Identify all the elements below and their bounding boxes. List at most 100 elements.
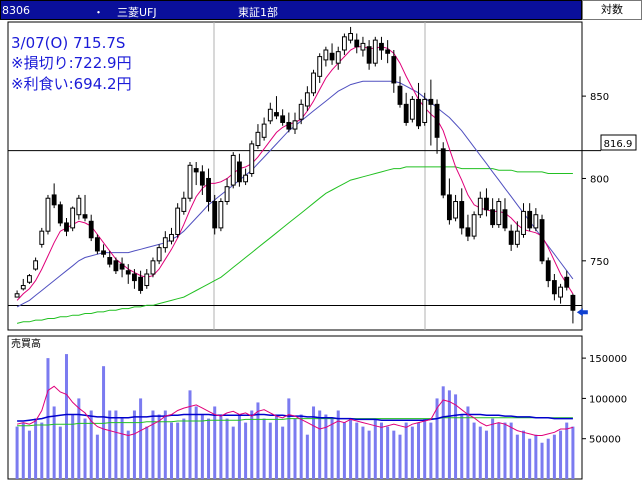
candle	[558, 283, 563, 304]
candle-body	[150, 260, 156, 275]
candle-body	[385, 49, 391, 54]
company-name: 三菱UFJ	[117, 6, 157, 19]
volume-bar	[571, 426, 575, 479]
volume-bar	[534, 434, 538, 479]
candle	[533, 208, 539, 232]
candle-body	[138, 276, 144, 291]
candle	[372, 36, 378, 67]
candle	[150, 257, 156, 278]
volume-bar	[281, 426, 285, 479]
volume-bar	[52, 406, 56, 479]
volume-bar	[559, 430, 563, 479]
candle	[107, 250, 113, 268]
candle-body	[230, 154, 236, 186]
candle	[88, 214, 94, 242]
volume-bar	[491, 418, 495, 479]
candle-body	[440, 148, 446, 196]
candle	[14, 290, 20, 298]
candle	[391, 50, 397, 93]
candle-body	[502, 209, 508, 229]
candle-body	[175, 207, 181, 235]
last-price-arrow-icon	[576, 308, 588, 317]
candle-body	[212, 201, 218, 229]
volume-bar	[460, 414, 464, 479]
candle-body	[224, 186, 230, 203]
candle-body	[496, 201, 502, 226]
candle-body	[76, 197, 82, 216]
candle-body	[39, 230, 45, 245]
candle-body	[125, 270, 131, 275]
market-name: 東証1部	[238, 6, 278, 19]
volume-bar	[528, 438, 532, 479]
volume-bar	[126, 430, 130, 479]
candle-body	[286, 121, 292, 130]
candle	[206, 168, 211, 212]
candle	[70, 206, 76, 232]
volume-bar	[472, 422, 476, 479]
candle-body	[267, 108, 273, 122]
candle	[113, 257, 119, 274]
volume-bar	[441, 386, 445, 479]
candle-body	[33, 260, 39, 270]
volume-bar	[466, 406, 470, 479]
volume-bars	[15, 354, 575, 479]
candle	[181, 191, 187, 215]
candle-body	[545, 260, 551, 282]
candle	[175, 203, 181, 238]
info-take-profit: ※利食い:694.2円	[11, 75, 132, 93]
candle	[409, 96, 415, 123]
candle	[224, 178, 230, 205]
volume-bar	[515, 434, 519, 479]
candle	[508, 224, 514, 251]
candle	[169, 227, 174, 245]
volume-bar	[324, 414, 328, 479]
candle	[551, 274, 557, 301]
price-tag-label: 816.9	[604, 139, 633, 150]
volume-bar	[287, 398, 291, 479]
volume-axis-tick-label: 100000	[589, 394, 627, 405]
volume-bar	[95, 434, 99, 479]
candle-body	[82, 214, 88, 219]
candle	[385, 40, 391, 64]
volume-bar	[447, 390, 451, 479]
candle	[453, 194, 458, 222]
candle	[119, 257, 125, 278]
volume-bar	[89, 410, 93, 479]
candle	[27, 274, 32, 284]
volume-bar	[27, 430, 31, 479]
candle-body	[237, 161, 242, 183]
candle	[397, 76, 403, 108]
volume-bar	[478, 426, 482, 479]
volume-bar	[454, 394, 458, 479]
volume-bar	[157, 414, 161, 479]
volume-bar	[410, 426, 414, 479]
volume-bar	[169, 422, 173, 479]
candle-body	[514, 230, 520, 245]
price-ma-long-line	[16, 166, 573, 324]
candle-body	[317, 56, 323, 77]
price-axis-tick-label: 800	[590, 174, 609, 185]
volume-bar	[392, 430, 396, 479]
volume-bar	[77, 398, 81, 479]
price-panel-frame	[7, 21, 583, 331]
candle-body	[292, 120, 298, 130]
candle-body	[243, 174, 249, 183]
volume-bar	[386, 426, 390, 479]
volume-axis: 50000 100000 150000	[582, 354, 627, 446]
volume-bar	[349, 418, 353, 479]
candle	[329, 43, 335, 65]
volume-bar	[312, 406, 316, 479]
candle	[101, 244, 106, 258]
log-scale-toggle[interactable]: 対数	[582, 0, 642, 20]
candle-body	[311, 72, 316, 94]
volume-bar	[219, 414, 223, 479]
volume-bar	[268, 422, 272, 479]
volume-bar	[182, 418, 186, 479]
candle-body	[298, 103, 304, 120]
title-bar: 8306 ・ 三菱UFJ 東証1部	[0, 0, 582, 20]
candle-body	[199, 171, 205, 186]
candle-body	[508, 230, 514, 245]
volume-bar	[355, 422, 359, 479]
candle	[490, 198, 496, 228]
candle	[317, 53, 323, 83]
